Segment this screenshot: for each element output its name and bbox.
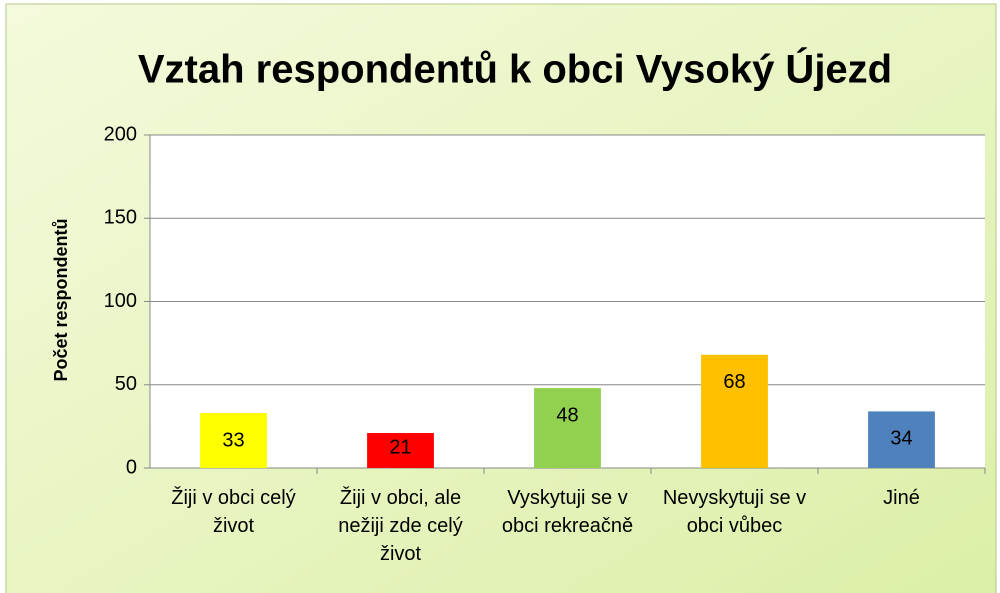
- x-tick-label: Nevyskytuji se v obci vůbec: [662, 487, 807, 537]
- bar: [200, 413, 267, 468]
- x-tick-label: Jiné: [883, 487, 920, 509]
- x-tick-label: Žiji v obci, ale nežiji zde celý život: [338, 487, 463, 565]
- x-tick-label: Vyskytuji se v obci rekreačně: [501, 487, 634, 537]
- data-label: 21: [389, 436, 411, 458]
- bar: [701, 354, 768, 468]
- data-label: 68: [723, 371, 745, 393]
- y-tick-label: 100: [104, 290, 137, 312]
- chart-title: Vztah respondentů k obci Vysoký Újezd: [138, 46, 892, 92]
- y-tick-label: 50: [115, 373, 137, 395]
- y-tick-label: 200: [104, 123, 137, 145]
- x-tick-label: Žiji v obci celý život: [171, 487, 296, 537]
- bar: [868, 411, 935, 468]
- y-tick-label: 0: [126, 456, 137, 478]
- data-label: 33: [222, 429, 244, 451]
- data-label: 34: [890, 428, 912, 450]
- bar: [534, 388, 601, 468]
- data-label: 48: [556, 404, 578, 426]
- bar: [367, 433, 434, 468]
- y-axis-label: Počet respondentů: [51, 218, 71, 381]
- y-tick-label: 150: [104, 207, 137, 229]
